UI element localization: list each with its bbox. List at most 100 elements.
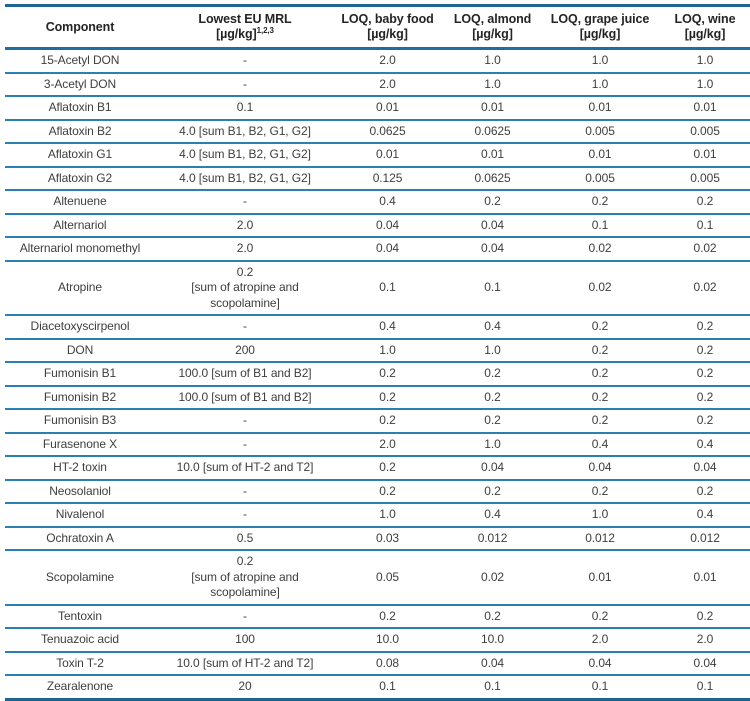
table-body: 15-Acetyl DON - 2.0 1.0 1.0 1.0 3-Acetyl DON - 2… xyxy=(5,49,750,700)
loq-baby-food-cell: 0.1 xyxy=(379,280,396,294)
loq-almond-cell: 0.0625 xyxy=(474,123,511,138)
header-label-line2: [µg/kg] xyxy=(216,27,257,41)
loq-almond-cell: 10.0 xyxy=(481,632,504,646)
mrl-loq-table: Component Lowest EU MRL [µg/kg]1,2,3 LOQ… xyxy=(5,4,750,701)
loq-grape-juice-cell: 0.2 xyxy=(591,389,609,404)
loq-baby-food-cell: 0.2 xyxy=(379,483,396,498)
mrl-cell: 10.0 [sum of HT-2 and T2] xyxy=(176,655,314,670)
loq-wine-cell: 0.04 xyxy=(693,460,717,474)
mrl-cell: 0.1 xyxy=(236,100,254,114)
header-label-line2: [µg/kg] xyxy=(684,27,726,41)
loq-baby-food-cell: 2.0 xyxy=(379,436,396,451)
component-cell: Alternariol monomethyl xyxy=(19,241,141,255)
component-cell: Tenuazoic acid xyxy=(41,632,119,646)
loq-baby-food-cell: 0.2 xyxy=(379,389,396,404)
loq-wine-cell: 0.2 xyxy=(696,389,714,404)
component-cell: Fumonisin B1 xyxy=(43,366,117,380)
loq-baby-food-cell: 0.01 xyxy=(376,100,399,114)
loq-baby-food-cell: 0.2 xyxy=(379,460,396,474)
table-row: 15-Acetyl DON - 2.0 1.0 1.0 1.0 xyxy=(5,49,750,73)
table-row: Tenuazoic acid 100 10.0 10.0 2.0 2.0 xyxy=(5,628,750,652)
component-cell: Fumonisin B2 xyxy=(43,389,117,404)
table-row: Furasenone X - 2.0 1.0 0.4 0.4 xyxy=(5,433,750,456)
loq-wine-cell: 0.005 xyxy=(690,170,720,185)
loq-grape-juice-cell: 0.005 xyxy=(585,170,615,185)
header-footnote-refs: 1,2,3 xyxy=(256,25,274,35)
loq-wine-cell: 0.2 xyxy=(696,319,714,333)
loq-grape-juice-cell: 0.1 xyxy=(591,679,609,693)
table-row: Alternariol 2.0 0.04 0.04 0.1 0.1 xyxy=(5,214,750,237)
mrl-cell: 0.2 [sum of atropine and scopolamine] xyxy=(191,554,299,599)
table-row: Scopolamine 0.2 [sum of atropine and scop… xyxy=(5,550,750,605)
component-cell: Nivalenol xyxy=(55,507,105,521)
loq-baby-food-cell: 0.4 xyxy=(379,194,396,208)
loq-almond-cell: 0.04 xyxy=(481,241,504,255)
loq-wine-cell: 0.005 xyxy=(690,123,720,138)
table-row: Fumonisin B2 100.0 [sum of B1 and B2] 0.2 0… xyxy=(5,386,750,409)
component-cell: HT-2 toxin xyxy=(53,460,107,474)
loq-almond-cell: 0.01 xyxy=(481,100,504,114)
loq-grape-juice-cell: 0.01 xyxy=(588,147,612,161)
mrl-cell: - xyxy=(243,413,247,427)
loq-wine-cell: 0.012 xyxy=(690,530,720,545)
loq-grape-juice-cell: 0.012 xyxy=(585,530,615,545)
header-label-line2: [µg/kg] xyxy=(367,27,408,41)
table-row: Ochratoxin A 0.5 0.03 0.012 0.012 0.012 xyxy=(5,527,750,550)
loq-almond-cell: 1.0 xyxy=(484,76,501,91)
loq-almond-cell: 0.2 xyxy=(484,389,501,404)
loq-baby-food-cell: 0.1 xyxy=(379,679,396,693)
loq-wine-cell: 0.4 xyxy=(696,436,714,451)
loq-almond-cell: 0.2 xyxy=(484,608,501,623)
loq-almond-cell: 0.012 xyxy=(477,530,508,545)
loq-baby-food-cell: 0.2 xyxy=(379,366,396,380)
loq-grape-juice-cell: 1.0 xyxy=(591,76,609,91)
mrl-cell: 100 xyxy=(235,632,255,646)
loq-wine-cell: 0.2 xyxy=(696,366,714,380)
component-cell: Aflatoxin B1 xyxy=(48,100,112,114)
component-cell: Alternariol xyxy=(53,217,107,232)
mrl-cell: 4.0 [sum B1, B2, G1, G2] xyxy=(179,123,311,138)
table-row: Tentoxin - 0.2 0.2 0.2 0.2 xyxy=(5,605,750,628)
header-loq-baby-food: LOQ, baby food [µg/kg] xyxy=(335,6,440,49)
header-row: Component Lowest EU MRL [µg/kg]1,2,3 LOQ… xyxy=(5,6,750,49)
component-cell: Atropine xyxy=(58,280,102,294)
mrl-cell: 0.2 [sum of atropine and scopolamine] xyxy=(191,264,299,310)
loq-wine-cell: 0.2 xyxy=(696,194,714,208)
loq-almond-cell: 0.01 xyxy=(481,147,504,161)
loq-grape-juice-cell: 0.02 xyxy=(588,280,612,294)
loq-baby-food-cell: 0.2 xyxy=(379,608,396,623)
loq-wine-cell: 2.0 xyxy=(696,632,714,646)
header-label-line1: LOQ, wine xyxy=(674,12,736,26)
mrl-cell: - xyxy=(243,319,247,333)
header-lowest-eu-mrl: Lowest EU MRL [µg/kg]1,2,3 xyxy=(155,6,335,49)
loq-almond-cell: 1.0 xyxy=(484,342,501,357)
mrl-cell: 0.5 xyxy=(236,530,254,545)
table-row: 3-Acetyl DON - 2.0 1.0 1.0 1.0 xyxy=(5,73,750,96)
header-label-line1: Lowest EU MRL xyxy=(198,12,292,26)
loq-wine-cell: 0.1 xyxy=(696,679,714,693)
table-row: Zearalenone 20 0.1 0.1 0.1 0.1 xyxy=(5,675,750,699)
loq-baby-food-cell: 0.4 xyxy=(379,319,396,333)
loq-wine-cell: 0.2 xyxy=(696,483,714,498)
loq-grape-juice-cell: 0.2 xyxy=(591,366,609,380)
loq-grape-juice-cell: 0.04 xyxy=(588,655,612,670)
table-row: Aflatoxin B1 0.1 0.01 0.01 0.01 0.01 xyxy=(5,96,750,120)
loq-grape-juice-cell: 0.2 xyxy=(591,608,609,623)
loq-baby-food-cell: 0.03 xyxy=(376,530,399,545)
loq-baby-food-cell: 0.08 xyxy=(376,655,399,670)
component-cell: Aflatoxin G1 xyxy=(47,147,113,161)
loq-grape-juice-cell: 0.005 xyxy=(585,123,615,138)
header-label-line1: LOQ, almond xyxy=(453,12,532,26)
component-cell: Furasenone X xyxy=(42,436,118,451)
mrl-cell: 100.0 [sum of B1 and B2] xyxy=(178,389,312,404)
loq-almond-cell: 0.0625 xyxy=(474,170,511,185)
component-cell: Zearalenone xyxy=(46,679,114,693)
component-cell: Neosolaniol xyxy=(49,483,111,498)
component-cell: Tentoxin xyxy=(58,608,102,623)
table-row: Diacetoxyscirpenol - 0.4 0.4 0.2 0.2 xyxy=(5,315,750,339)
table-row: Fumonisin B3 - 0.2 0.2 0.2 0.2 xyxy=(5,409,750,433)
mrl-cell: - xyxy=(243,194,247,208)
loq-grape-juice-cell: 2.0 xyxy=(591,632,609,646)
loq-wine-cell: 0.02 xyxy=(693,241,717,255)
loq-almond-cell: 0.4 xyxy=(484,319,501,333)
